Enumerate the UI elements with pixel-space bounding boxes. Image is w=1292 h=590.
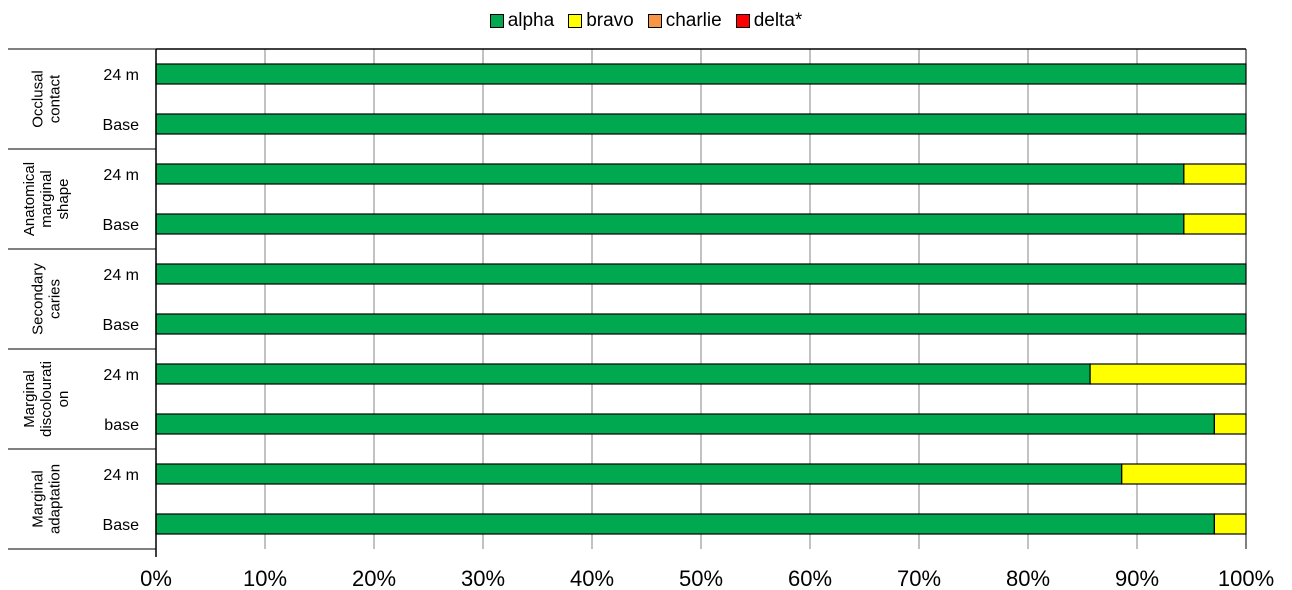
group-label-line: shape xyxy=(55,179,72,220)
legend-label: bravo xyxy=(586,10,634,31)
bar-bravo xyxy=(1183,163,1247,185)
legend-item-bravo: bravo xyxy=(568,10,634,32)
group-label: Marginaldiscolouration xyxy=(21,361,72,437)
legend: alpha bravo charlie delta* xyxy=(0,6,1292,36)
legend-swatch xyxy=(647,14,662,28)
x-tick-label: 20% xyxy=(352,566,396,590)
x-tick-label: 0% xyxy=(140,566,172,590)
group-label-line: caries xyxy=(47,279,64,319)
x-tick-label: 40% xyxy=(570,566,614,590)
group-label: Secondarycaries xyxy=(30,263,64,335)
bar-bravo xyxy=(1213,413,1247,435)
bar-alpha xyxy=(155,363,1091,385)
x-tick-label: 50% xyxy=(679,566,723,590)
row-label: 24 m xyxy=(103,67,139,84)
bar-alpha xyxy=(155,163,1185,185)
group-label-line: adaptation xyxy=(47,464,64,534)
legend-swatch xyxy=(489,14,504,28)
group-label: Occlusalcontact xyxy=(30,70,64,128)
row-label: base xyxy=(104,417,139,434)
legend-item-alpha: alpha xyxy=(489,10,555,32)
group-label-line: contact xyxy=(47,74,64,123)
bar-alpha xyxy=(155,63,1247,85)
x-tick-label: 60% xyxy=(788,566,832,590)
row-label: Base xyxy=(103,217,140,234)
row-label: Base xyxy=(103,117,140,134)
group-label: Anatomicalmarginalshape xyxy=(21,162,72,236)
group-label-line: Marginal xyxy=(21,370,38,428)
group-label-line: marginal xyxy=(38,170,55,228)
group-label: Marginaladaptation xyxy=(30,464,64,534)
row-label: Base xyxy=(103,517,140,534)
bar-alpha xyxy=(155,113,1247,135)
row-label: 24 m xyxy=(103,267,139,284)
group-label-line: on xyxy=(55,391,72,408)
bar-bravo xyxy=(1183,213,1247,235)
x-tick-label: 10% xyxy=(243,566,287,590)
group-label-line: Anatomical xyxy=(21,162,38,236)
legend-label: alpha xyxy=(507,10,555,31)
bar-alpha xyxy=(155,463,1123,485)
legend-label: charlie xyxy=(665,10,722,31)
bar-alpha xyxy=(155,513,1215,535)
x-tick-label: 70% xyxy=(897,566,941,590)
x-tick-label: 90% xyxy=(1115,566,1159,590)
bar-bravo xyxy=(1213,513,1247,535)
group-label-line: Secondary xyxy=(30,263,47,335)
group-label-line: Marginal xyxy=(30,470,47,528)
row-label: 24 m xyxy=(103,467,139,484)
x-tick-label: 100% xyxy=(1218,566,1274,590)
x-tick-label: 80% xyxy=(1006,566,1050,590)
group-label-line: discolourati xyxy=(38,361,55,437)
bar-alpha xyxy=(155,413,1215,435)
legend-swatch xyxy=(568,14,583,28)
bar-bravo xyxy=(1089,363,1247,385)
bar-alpha xyxy=(155,213,1185,235)
x-tick-label: 30% xyxy=(461,566,505,590)
bar-alpha xyxy=(155,263,1247,285)
legend-item-delta: delta* xyxy=(735,10,803,32)
legend-swatch xyxy=(735,14,750,28)
row-label: 24 m xyxy=(103,167,139,184)
bar-alpha xyxy=(155,313,1247,335)
bar-bravo xyxy=(1121,463,1247,485)
row-label: Base xyxy=(103,317,140,334)
group-label-line: Occlusal xyxy=(30,70,47,128)
legend-label: delta* xyxy=(753,10,803,31)
row-label: 24 m xyxy=(103,367,139,384)
legend-item-charlie: charlie xyxy=(647,10,722,32)
